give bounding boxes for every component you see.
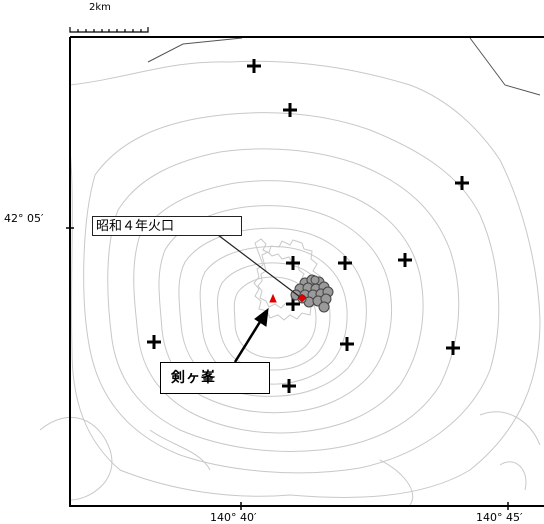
peak-arrow [233,307,269,363]
summit-triangle-icon [269,293,277,303]
scale-bar [69,27,149,33]
station-plus-icon [247,59,261,73]
longitude-label-west: 140° 40′ [210,511,257,524]
map-frame [69,36,544,507]
station-plus-icon [446,341,460,355]
station-plus-icon [455,176,469,190]
crater-diamond-icon [297,293,307,303]
coastline [147,37,541,96]
latitude-label: 42° 05′ [4,212,44,225]
scale-bar-label: 2km [89,2,111,13]
peak-label-box: 剣ヶ峯 [160,362,270,394]
station-plus-icon [283,103,297,117]
leader-lines [217,234,301,298]
station-plus-icon [286,256,300,270]
station-plus-icon [147,335,161,349]
longitude-label-east: 140° 45′ [476,511,523,524]
station-plus-icon [398,253,412,267]
station-markers [147,59,469,393]
earthquake-cluster [290,274,334,313]
contour-lines [39,60,541,506]
crater-label-box: 昭和４年火口 [92,216,242,236]
station-plus-icon [282,379,296,393]
station-plus-icon [340,337,354,351]
station-plus-icon [338,256,352,270]
frame-ticks [66,227,509,510]
